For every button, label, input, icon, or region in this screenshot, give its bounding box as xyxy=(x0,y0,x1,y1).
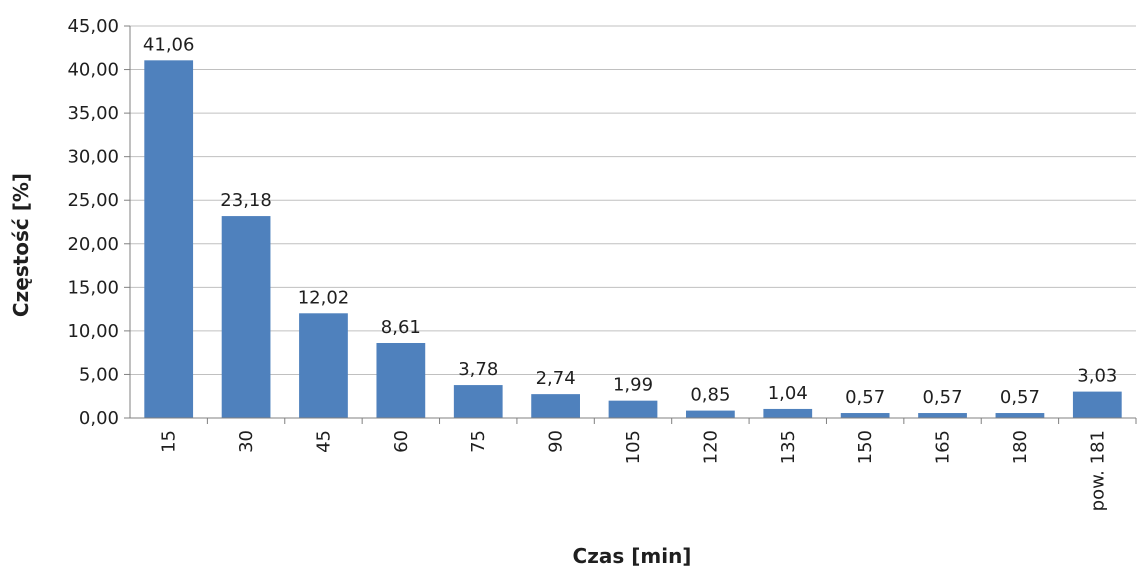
x-axis-title: Czas [min] xyxy=(573,544,692,568)
x-tick-label: pow. 181 xyxy=(1087,430,1108,511)
y-tick-label: 30,00 xyxy=(67,147,119,168)
gridlines xyxy=(130,25,1136,375)
y-axis-ticks: 0,00 5,00 10,00 15,00 20,00 25,00 30,00 35,00 40… xyxy=(67,16,130,429)
data-label: 0,57 xyxy=(845,387,885,408)
bar xyxy=(608,400,658,418)
x-tick-label: 105 xyxy=(623,430,644,464)
data-label: 0,85 xyxy=(690,385,730,406)
data-label: 1,04 xyxy=(768,383,808,404)
bar xyxy=(840,413,890,418)
data-label: 8,61 xyxy=(381,317,421,338)
data-label: 3,03 xyxy=(1077,366,1117,387)
data-label: 3,78 xyxy=(458,359,498,380)
x-tick-label: 135 xyxy=(778,430,799,464)
data-label: 23,18 xyxy=(220,190,272,211)
bars xyxy=(144,60,1122,418)
data-label: 0,57 xyxy=(1000,387,1040,408)
y-tick-label: 25,00 xyxy=(67,190,119,211)
bar xyxy=(763,408,813,418)
data-label: 2,74 xyxy=(536,368,576,389)
x-tick-label: 15 xyxy=(159,430,180,453)
data-label: 1,99 xyxy=(613,375,653,396)
x-tick-label: 45 xyxy=(313,430,334,453)
y-tick-label: 5,00 xyxy=(79,364,119,385)
x-tick-label: 90 xyxy=(546,430,567,453)
bar xyxy=(686,410,735,418)
bar xyxy=(221,216,271,418)
y-tick-label: 0,00 xyxy=(79,408,119,429)
data-labels: 41,06 23,18 12,02 8,61 3,78 2,74 1,99 0,85 1,04 0… xyxy=(143,34,1117,408)
y-tick-label: 40,00 xyxy=(67,60,119,81)
x-tick-label: 60 xyxy=(391,430,412,453)
y-tick-label: 35,00 xyxy=(67,103,119,124)
bar xyxy=(376,342,426,418)
x-tick-label: 75 xyxy=(468,430,489,453)
bar xyxy=(299,313,348,418)
y-tick-label: 20,00 xyxy=(67,234,119,255)
x-tick-label: 150 xyxy=(855,430,876,464)
y-tick-label: 45,00 xyxy=(67,16,119,37)
data-label: 0,57 xyxy=(922,387,962,408)
x-tick-label: 180 xyxy=(1010,430,1031,464)
data-label: 41,06 xyxy=(143,34,195,55)
bar xyxy=(531,394,580,418)
data-label: 12,02 xyxy=(298,287,350,308)
x-tick-label: 120 xyxy=(700,430,721,464)
bar xyxy=(1072,391,1122,418)
bar xyxy=(918,413,967,418)
x-tick-label: 165 xyxy=(933,430,954,464)
bar xyxy=(995,413,1045,418)
y-tick-label: 10,00 xyxy=(67,321,119,342)
y-axis-title: Częstość [%] xyxy=(9,173,33,317)
x-tick-label: 30 xyxy=(236,430,257,453)
x-axis-ticks: 15 30 45 60 75 90 105 120 135 150 165 180 pow. 181 xyxy=(159,418,1137,511)
y-tick-label: 15,00 xyxy=(67,277,119,298)
bar xyxy=(453,385,503,418)
bar xyxy=(144,60,194,418)
